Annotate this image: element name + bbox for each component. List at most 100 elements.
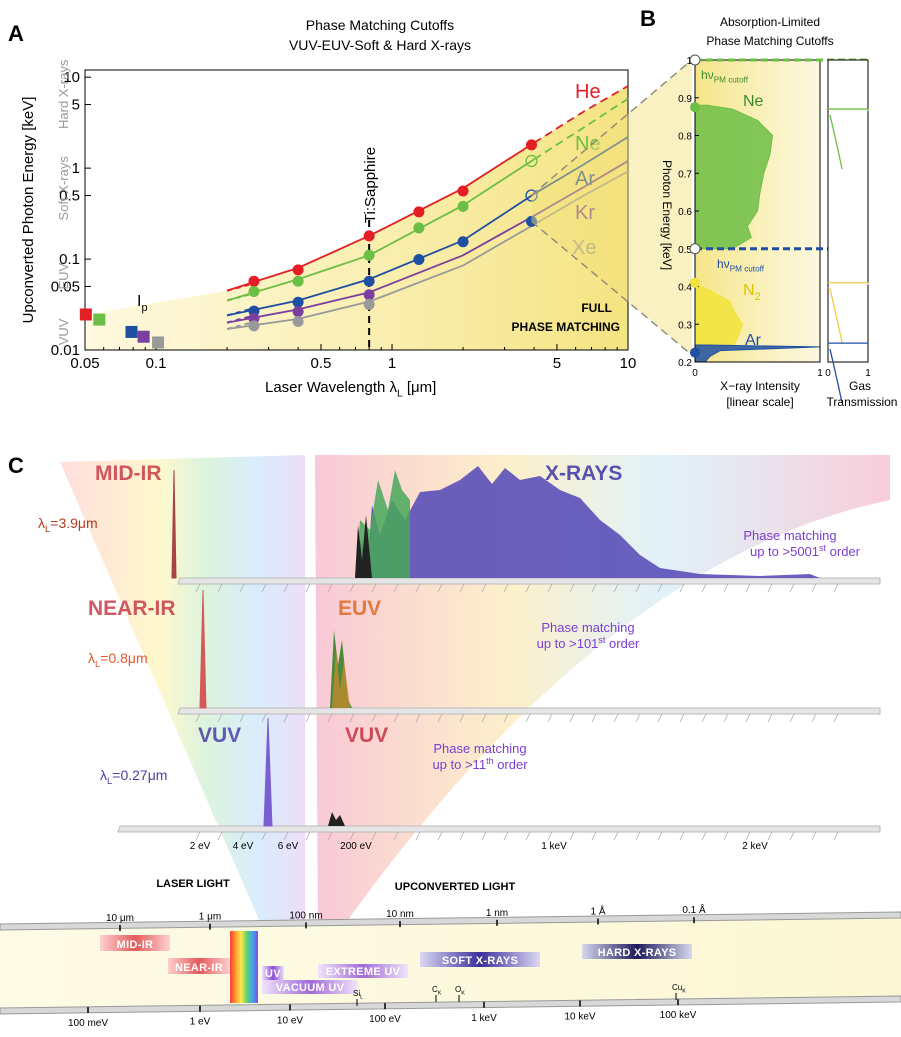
panel-b: Absorption-Limited Phase Matching Cutoffs… [660, 15, 897, 409]
visible-rainbow [230, 931, 258, 1003]
shelf-tick [261, 583, 267, 593]
series-extension [533, 97, 629, 161]
data-point [292, 306, 304, 318]
wavelength-label: 1 Å [590, 905, 605, 918]
ip-square [79, 308, 92, 321]
absorption-edge-label-main: C [432, 985, 438, 994]
lambda-label-main: λ [88, 650, 95, 666]
shelf-tick [261, 831, 267, 841]
y-tick-label: 10 [63, 69, 80, 86]
phase-matching-order: up to >11th order [432, 756, 528, 772]
data-point [363, 230, 375, 242]
annotation-phase-matching: PHASE MATCHING [512, 320, 620, 334]
band-bar [168, 958, 230, 974]
laser-light-label: LASER LIGHT [156, 878, 230, 890]
x-tick-label: 0.05 [70, 355, 99, 372]
zoom-wedge [531, 60, 692, 355]
shelf-tick [833, 713, 839, 723]
spectrum-shelf [177, 577, 881, 585]
annotation-full: FULL [581, 301, 612, 315]
shelf-tick [767, 831, 773, 841]
shelf-tick [635, 583, 641, 593]
shelf-tick [415, 831, 421, 841]
chart-title: Phase Matching Cutoffs [306, 17, 454, 33]
x-tick-label: 0.1 [146, 355, 167, 372]
y-tick-label: 0.3 [678, 320, 692, 331]
shelf-tick [217, 583, 223, 593]
band-label: VACUUM UV [276, 982, 345, 994]
shelf-tick [657, 713, 663, 723]
panel-b-x-label: X−ray Intensity [720, 379, 800, 393]
lambda-label: λL=3.9μm [38, 515, 98, 535]
energy-label: 100 eV [369, 1014, 401, 1025]
shelf-tick [591, 583, 597, 593]
data-point [363, 249, 375, 261]
lambda-value: =0.27μm [112, 767, 167, 783]
shelf-tick [393, 831, 399, 841]
row-right-label: EUV [338, 597, 381, 620]
shelf-tick [437, 583, 443, 593]
y-tick-label: 0.4 [678, 283, 692, 294]
shelf-tick [635, 713, 641, 723]
row-left-label: VUV [198, 724, 241, 747]
shelf-tick [811, 583, 817, 593]
y-tick-label: 0.5 [678, 245, 692, 256]
open-data-point [525, 189, 538, 202]
series-label: Ne [743, 93, 764, 110]
shelf-tick [547, 831, 553, 841]
shelf-tick [833, 831, 839, 841]
band-label: HARD X-RAYS [598, 947, 677, 959]
panel-b-y-label: Photon Energy [keV] [660, 160, 674, 270]
series-label: He [575, 81, 601, 103]
shelf-tick [195, 583, 201, 593]
shelf-tick [305, 831, 311, 841]
series-label: Ar [575, 168, 595, 190]
data-point [457, 200, 469, 212]
shelf-tick [569, 831, 575, 841]
shelf-tick [283, 713, 289, 723]
x-tick-label: 0 [825, 368, 831, 379]
data-point [363, 298, 375, 310]
shelf-tick [591, 713, 597, 723]
wavelength-label: 1 μm [199, 912, 221, 923]
x-axis-unit: [μm] [403, 379, 437, 396]
shelf-tick [525, 831, 531, 841]
shelf-tick [811, 831, 817, 841]
lambda-label-sub: L [107, 776, 112, 787]
cutoff-label-ne-main: hν [701, 68, 714, 82]
lambda-label: λL=0.8μm [88, 650, 148, 670]
shelf-tick [415, 583, 421, 593]
series-label: Ne [575, 133, 601, 155]
shelf-tick [217, 713, 223, 723]
shelf-tick [525, 713, 531, 723]
data-point [363, 289, 375, 301]
shelf-tick [701, 831, 707, 841]
series-label: Kr [575, 202, 595, 224]
shelf-tick [723, 583, 729, 593]
shelf-tick [305, 713, 311, 723]
series-label: Xe [572, 237, 596, 259]
data-point [292, 315, 304, 327]
shelf-tick [701, 713, 707, 723]
data-point [363, 275, 375, 287]
shelf-tick [349, 831, 355, 841]
data-point [413, 222, 425, 234]
shelf-tick [459, 583, 465, 593]
shelf-tick [481, 831, 487, 841]
shelf-tick [305, 583, 311, 593]
shelf-tick [283, 831, 289, 841]
shelf-tick [745, 831, 751, 841]
transmission-curve [828, 342, 869, 404]
band-bar [318, 964, 408, 978]
shelf-tick [415, 713, 421, 723]
order-b: order [494, 757, 529, 772]
y-tick-label: 0.1 [59, 251, 80, 268]
shelf-tick [767, 713, 773, 723]
absorption-edge-label-main: Cu [672, 983, 682, 992]
shelf-tick [459, 831, 465, 841]
y-tick-label: 0.05 [51, 278, 80, 295]
shelf-tick [239, 831, 245, 841]
shelf-tick [283, 583, 289, 593]
data-point [413, 206, 425, 218]
